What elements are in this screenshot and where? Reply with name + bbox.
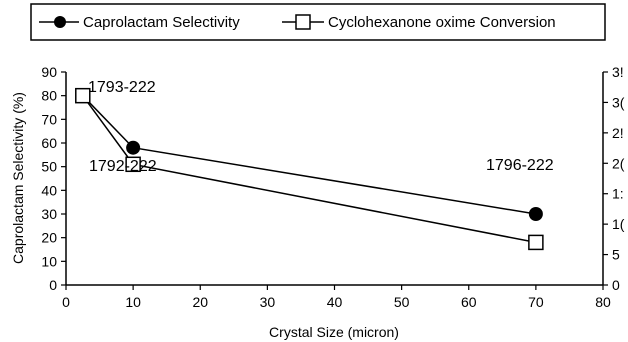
series-point-1 bbox=[75, 87, 91, 104]
annotation-1793-222: 1793-222 bbox=[88, 79, 156, 96]
y2-tick-label: 3! bbox=[612, 64, 624, 80]
legend: Caprolactam Selectivity Cyclohexanone ox… bbox=[30, 3, 606, 41]
x-tick-label: 50 bbox=[394, 294, 410, 310]
y-tick-label: 50 bbox=[41, 159, 57, 175]
y2-tick-label: 2( bbox=[612, 155, 625, 171]
y-tick-label: 90 bbox=[41, 64, 57, 80]
series-layer bbox=[75, 87, 544, 251]
series-point-0 bbox=[528, 207, 543, 221]
y2-tick-label: 1: bbox=[612, 186, 624, 202]
x-tick-label: 80 bbox=[595, 294, 611, 310]
y2-tick-label: 3( bbox=[612, 94, 625, 110]
annotations: 1793-222 1792-222 1796-222 bbox=[88, 79, 554, 175]
series-point-1 bbox=[528, 234, 544, 251]
x-axis-title: Crystal Size (micron) bbox=[269, 324, 399, 340]
x-ticks: 0 10 20 30 40 50 60 70 80 bbox=[62, 285, 611, 310]
legend-label-conversion: Cyclohexanone oxime Conversion bbox=[328, 14, 556, 31]
annotation-1792-222: 1792-222 bbox=[89, 158, 157, 175]
x-tick-label: 10 bbox=[125, 294, 141, 310]
y-tick-label: 60 bbox=[41, 135, 57, 151]
x-tick-label: 20 bbox=[192, 294, 208, 310]
x-tick-label: 40 bbox=[327, 294, 343, 310]
y-tick-label: 80 bbox=[41, 88, 57, 104]
annotation-1796-222: 1796-222 bbox=[486, 157, 554, 174]
legend-marker-selectivity bbox=[54, 16, 66, 28]
y-tick-label: 20 bbox=[41, 230, 57, 246]
y2-tick-label: 0 bbox=[612, 277, 620, 293]
y2-ticks: 0 5 1( 1: 2( 2! 3( 3! bbox=[603, 64, 625, 293]
axes bbox=[65, 72, 604, 286]
x-tick-label: 70 bbox=[528, 294, 544, 310]
y-axis-title: Caprolactam Selectivity (%) bbox=[10, 92, 26, 264]
x-tick-label: 0 bbox=[62, 294, 70, 310]
y2-tick-label: 2! bbox=[612, 125, 624, 141]
x-tick-label: 30 bbox=[260, 294, 276, 310]
y-tick-label: 30 bbox=[41, 206, 57, 222]
x-tick-label: 60 bbox=[461, 294, 477, 310]
y-tick-label: 10 bbox=[41, 253, 57, 269]
y2-tick-label: 5 bbox=[612, 247, 620, 263]
series-point-0 bbox=[126, 140, 141, 155]
y-ticks: 0 10 20 30 40 50 60 70 80 90 bbox=[41, 64, 66, 293]
legend-label-selectivity: Caprolactam Selectivity bbox=[83, 14, 240, 31]
legend-marker-conversion bbox=[295, 14, 311, 30]
y-tick-label: 40 bbox=[41, 182, 57, 198]
series-point-1 bbox=[125, 156, 141, 173]
y-tick-label: 70 bbox=[41, 111, 57, 127]
y2-tick-label: 1( bbox=[612, 216, 625, 232]
y-tick-label: 0 bbox=[49, 277, 57, 293]
series-line-0 bbox=[82, 95, 536, 215]
